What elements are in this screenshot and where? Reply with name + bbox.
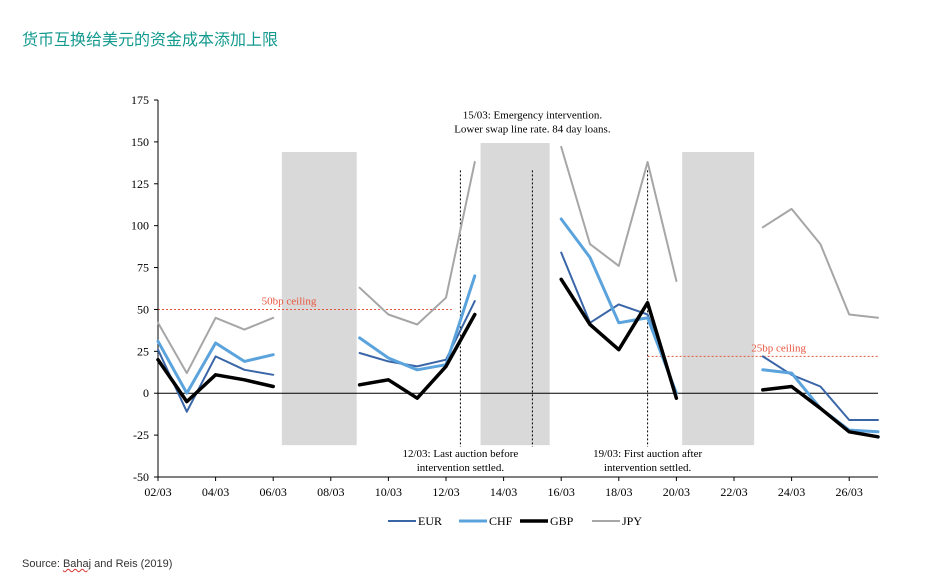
annotations: 15/03: Emergency intervention. Lower swap… (403, 109, 703, 473)
series-line-jpy (358, 161, 476, 326)
annotation-text: intervention settled. (417, 462, 505, 474)
y-tick-label: 125 (131, 177, 149, 191)
legend-label-jpy: JPY (622, 514, 642, 528)
series-line-chf (761, 368, 880, 434)
annotation-text: Lower swap line rate. 84 day loans. (454, 123, 611, 135)
source-note: Source: Bahaj and Reis (2019) (22, 558, 172, 570)
shaded-period (281, 152, 357, 446)
y-tick-label: 150 (131, 135, 149, 149)
series-line-eur (358, 300, 476, 368)
shaded-periods (281, 143, 755, 446)
shaded-period (480, 143, 550, 446)
y-tick-label: -25 (133, 428, 149, 442)
y-tick-label: -50 (133, 470, 149, 484)
annotation-text: 12/03: Last auction before (403, 448, 519, 460)
series-lines (156, 145, 880, 439)
y-tick-label: 75 (137, 261, 149, 275)
shaded-period (682, 152, 755, 446)
series-line-chf (559, 217, 678, 395)
series-line-jpy (761, 207, 879, 319)
x-tick-label: 02/03 (144, 485, 171, 499)
x-tick-label: 14/03 (490, 485, 517, 499)
legend: EUR CHF GBP JPY (388, 514, 642, 528)
series-line-gbp (761, 384, 880, 439)
x-tick-label: 08/03 (317, 485, 344, 499)
x-tick-label: 22/03 (720, 485, 747, 499)
series-line-jpy (157, 316, 275, 375)
legend-label-chf: CHF (489, 514, 513, 528)
y-tick-label: 50 (137, 302, 149, 316)
y-tick-label: 100 (131, 219, 149, 233)
series-line-jpy (560, 145, 678, 282)
ceiling-lines: 50bp ceiling 25bp ceiling (158, 295, 878, 357)
series-line-gbp (357, 312, 477, 400)
y-tick-label: 25 (137, 344, 149, 358)
x-tick-label: 18/03 (605, 485, 632, 499)
series-line-chf (358, 274, 477, 372)
source-prefix: Source: (22, 558, 63, 570)
source-author: Bahaj (62, 558, 92, 570)
ceiling-label: 50bp ceiling (262, 295, 317, 307)
series-line-gbp (559, 277, 679, 400)
x-tick-label: 10/03 (375, 485, 402, 499)
x-tick-label: 06/03 (260, 485, 287, 499)
axes: -50 -25 0 25 50 75 100 125 150 175 02/03 04/03 06/03… (131, 93, 878, 499)
ceiling-label: 25bp ceiling (751, 342, 806, 354)
annotation-text: 15/03: Emergency intervention. (463, 109, 603, 121)
series-line-chf (156, 339, 275, 395)
source-suffix: and Reis (2019) (91, 558, 173, 570)
legend-label-gbp: GBP (550, 514, 574, 528)
x-tick-label: 04/03 (202, 485, 229, 499)
y-tick-label: 0 (143, 386, 149, 400)
series-line-gbp (156, 357, 275, 404)
x-tick-label: 16/03 (548, 485, 575, 499)
legend-label-eur: EUR (418, 514, 442, 528)
series-line-eur (761, 355, 879, 421)
x-tick-label: 24/03 (778, 485, 805, 499)
y-tick-label: 175 (131, 93, 149, 107)
x-tick-label: 12/03 (432, 485, 459, 499)
series-line-eur (157, 348, 275, 413)
chart-title: 货币互换给美元的资金成本添加上限 (22, 30, 279, 49)
annotation-text: 19/03: First auction after (593, 448, 702, 460)
annotation-text: intervention settled. (604, 462, 692, 474)
x-tick-label: 26/03 (836, 485, 863, 499)
x-tick-label: 20/03 (663, 485, 690, 499)
